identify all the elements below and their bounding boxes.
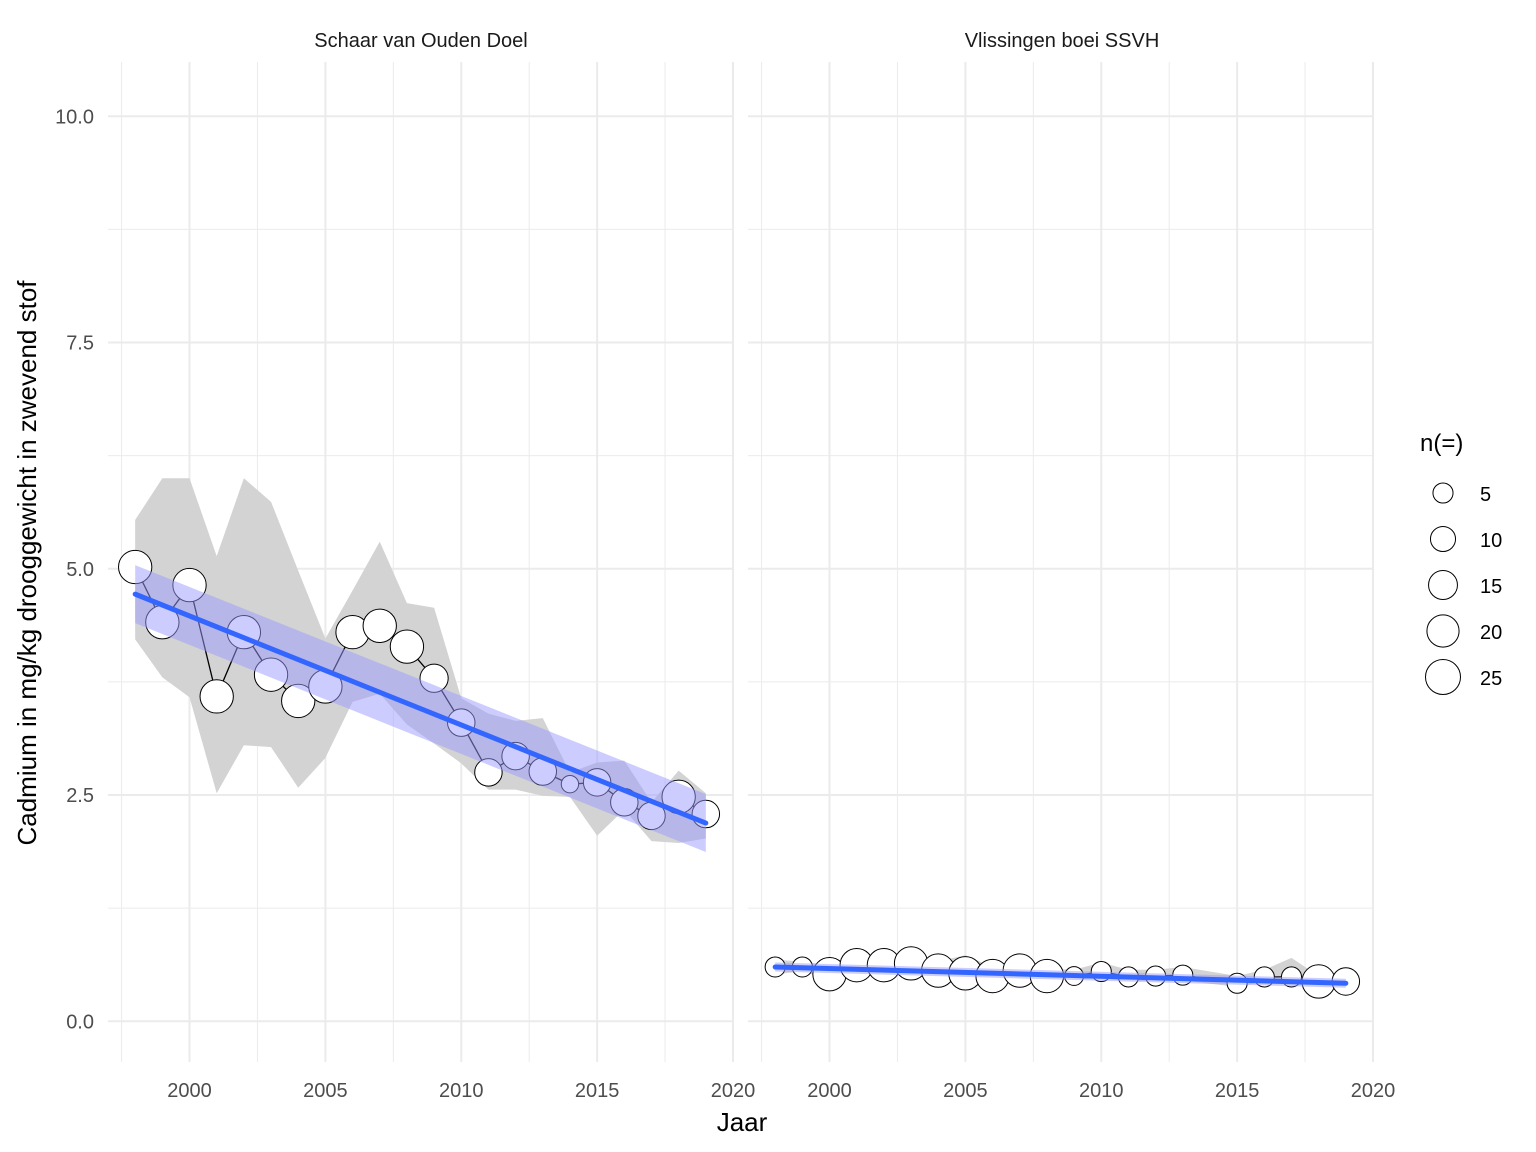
panel-title-0: Schaar van Ouden Doel xyxy=(314,30,527,52)
legend-key xyxy=(1429,525,1457,553)
x-tick-label: 2000 xyxy=(807,1080,852,1102)
legend-key xyxy=(1428,570,1458,600)
data-point xyxy=(389,629,425,664)
legend-label: 5 xyxy=(1480,484,1491,506)
range-band xyxy=(135,478,706,843)
legend-key xyxy=(1432,482,1454,504)
x-tick-label: 2005 xyxy=(303,1080,348,1102)
legend-label: 25 xyxy=(1480,668,1502,690)
y-tick-label: 5.0 xyxy=(66,559,94,581)
y-axis-ticks: 0.0 2.5 5.0 7.5 10.0 xyxy=(55,106,94,1033)
x-tick-label: 2020 xyxy=(1351,1080,1396,1102)
panel-vlissingen-boei-ssvh: Vlissingen boei SSVH 2000 2005 2010 2015 202… xyxy=(748,30,1395,1102)
legend: n(=) 5 10 15 20 25 xyxy=(1420,430,1502,695)
x-tick-label: 2010 xyxy=(439,1080,484,1102)
y-axis-title: Cadmium in mg/kg drooggewicht in zwevend… xyxy=(12,280,42,846)
x-axis-title: Jaar xyxy=(717,1107,768,1137)
x-tick-label: 2015 xyxy=(1215,1080,1260,1102)
data-point xyxy=(362,608,397,643)
trend-line xyxy=(132,591,709,826)
data-point xyxy=(199,679,234,714)
grid xyxy=(748,62,1374,1062)
x-tick-label: 2010 xyxy=(1079,1080,1124,1102)
panel-schaar-van-ouden-doel: Schaar van Ouden Doel 2000 2005 2010 2015 20… xyxy=(108,30,755,1102)
y-tick-label: 0.0 xyxy=(66,1011,94,1033)
y-tick-label: 10.0 xyxy=(55,106,94,128)
legend-label: 20 xyxy=(1480,622,1502,644)
y-tick-label: 7.5 xyxy=(66,333,94,355)
x-tick-label: 2015 xyxy=(575,1080,620,1102)
y-tick-label: 2.5 xyxy=(66,785,94,807)
legend-key xyxy=(1426,614,1460,648)
x-tick-label: 2005 xyxy=(943,1080,988,1102)
legend-label: 15 xyxy=(1480,576,1502,598)
panel-title-1: Vlissingen boei SSVH xyxy=(965,30,1160,52)
x-tick-label: 2020 xyxy=(711,1080,756,1102)
x-tick-label: 2000 xyxy=(167,1080,212,1102)
legend-key xyxy=(1425,659,1461,695)
legend-label: 10 xyxy=(1480,530,1502,552)
legend-title: n(=) xyxy=(1420,430,1463,457)
trend-line xyxy=(772,964,1349,986)
